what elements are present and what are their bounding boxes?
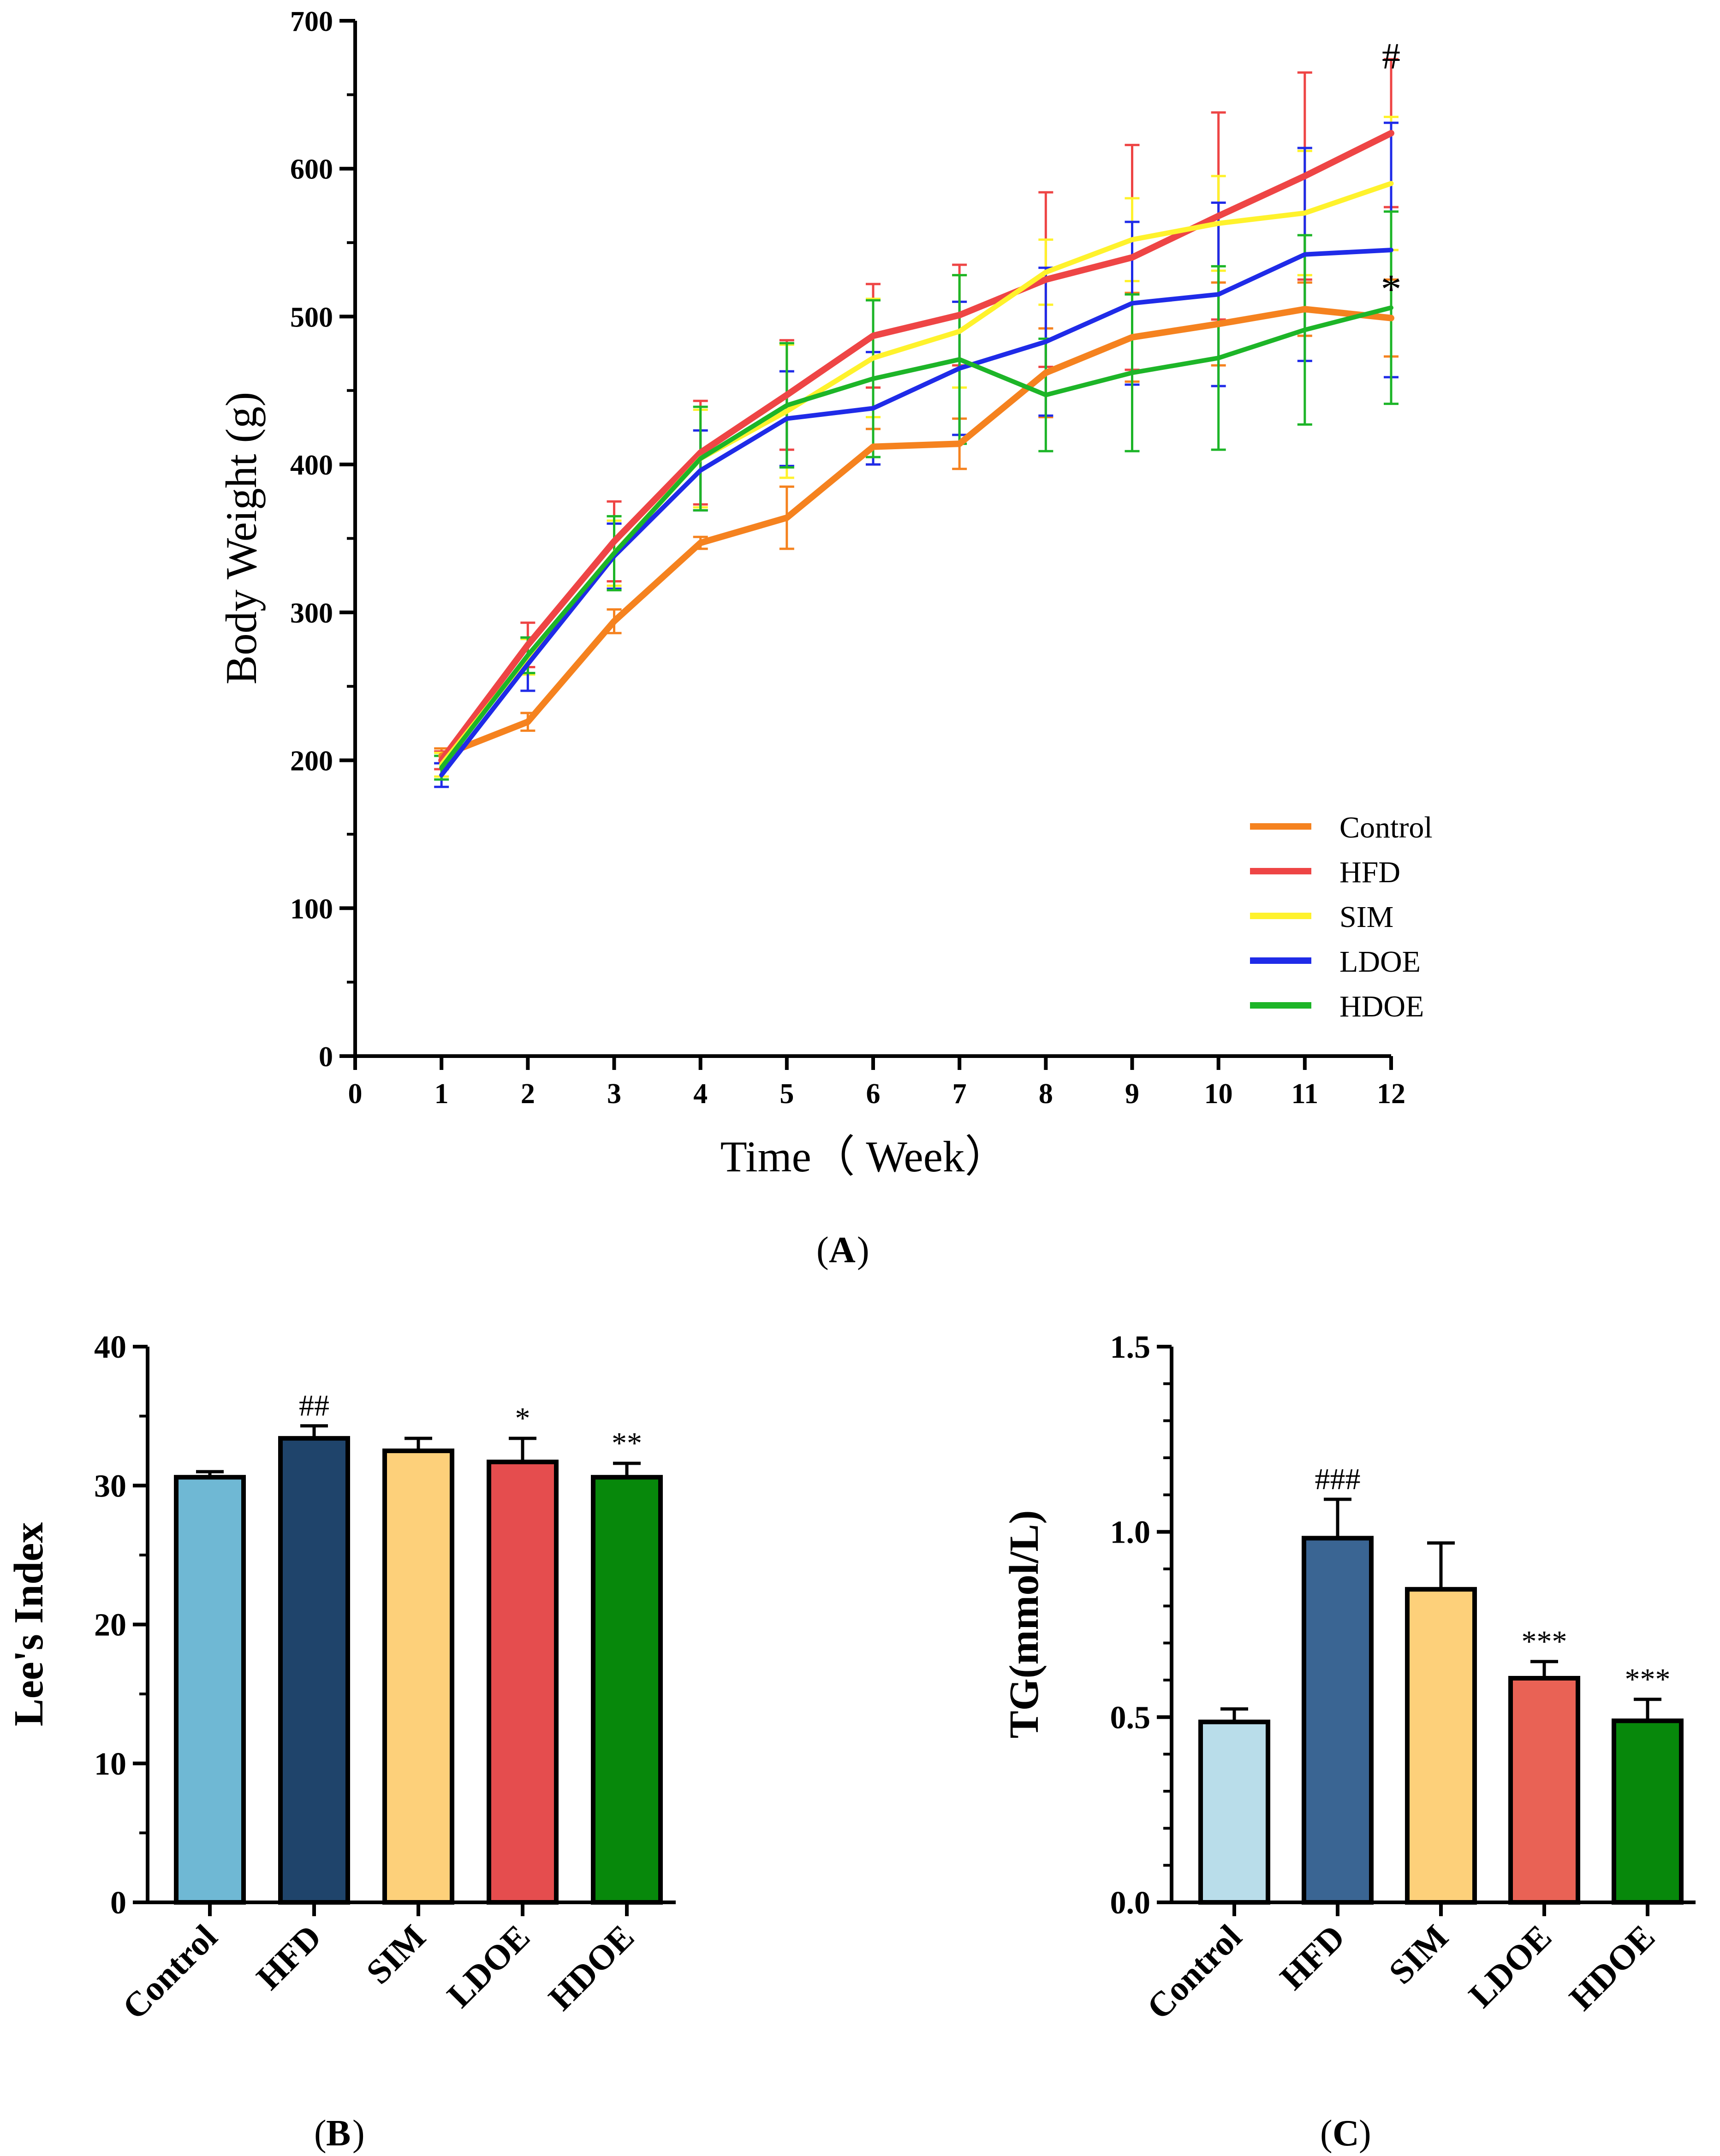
- panel-c-category-label: HFD: [1273, 1918, 1352, 1997]
- panel-a-x-axis-label: Time（ Week）: [720, 1132, 1009, 1181]
- panel-a-series-line-sim: [439, 181, 1394, 767]
- panel-c-y-tick-label: 0.5: [1110, 1700, 1151, 1735]
- panel-c-category-label: HDOE: [1562, 1918, 1662, 2018]
- panel-b-significance-mark: ##: [299, 1389, 329, 1423]
- panel-c-significance-mark: ***: [1625, 1663, 1671, 1696]
- panel-a-legend-label-sim: SIM: [1339, 900, 1393, 934]
- panel-a-caption-letter: A: [829, 1230, 856, 1271]
- panel-a-x-tick-label: 3: [607, 1078, 621, 1110]
- panel-a-significance-mark: #: [1382, 36, 1400, 77]
- panel-a-series-line-hfd: [438, 130, 1394, 764]
- panel-c-y-tick-label: 1.0: [1110, 1515, 1151, 1550]
- panel-c-bar-hfd: [1302, 1536, 1374, 1905]
- panel-a-x-tick-label: 1: [434, 1078, 449, 1110]
- panel-a-y-tick-label: 700: [290, 6, 333, 37]
- svg-text:(: (: [816, 1230, 829, 1271]
- panel-b-y-tick-label: 20: [94, 1608, 126, 1643]
- panel-a-x-tick-label: 5: [780, 1078, 794, 1110]
- panel-c-significance-mark: ***: [1522, 1625, 1567, 1658]
- panel-a-caption: ( A ): [816, 1230, 869, 1271]
- panel-b-category-label: SIM: [359, 1918, 433, 1992]
- panel-a-significance-mark: *: [1381, 267, 1402, 312]
- panel-c-category-label: Control: [1139, 1918, 1249, 2027]
- panel-b-bar-hdoe: [591, 1475, 663, 1905]
- panel-c-bar-control: [1198, 1719, 1270, 1905]
- panel-a-x-tick-label: 8: [1039, 1078, 1053, 1110]
- panel-c-bar-hdoe: [1612, 1718, 1684, 1905]
- svg-text:(: (: [314, 2113, 327, 2154]
- panel-a-series-line-hdoe: [439, 305, 1393, 770]
- panel-b-y-axis-label: Lee's Index: [6, 1522, 52, 1727]
- panel-a-x-tick-label: 12: [1377, 1078, 1405, 1110]
- panel-a-y-tick-label: 300: [290, 598, 333, 629]
- panel-a-legend-label-control: Control: [1339, 811, 1433, 844]
- panel-a-y-tick-label: 600: [290, 154, 333, 185]
- panel-a-y-tick-label: 0: [319, 1041, 333, 1073]
- panel-c-category-label: SIM: [1381, 1918, 1456, 1992]
- panel-c-y-tick-label: 1.5: [1110, 1330, 1151, 1365]
- panel-a-legend-label-hfd: HFD: [1339, 855, 1400, 889]
- panel-a-y-axis-label: Body Weight (g): [217, 392, 266, 684]
- panel-b-y-tick-label: 10: [94, 1746, 126, 1782]
- panel-b-significance-mark: *: [515, 1402, 530, 1435]
- panel-b-bar-hfd: [278, 1436, 350, 1905]
- panel-b-y-tick-label: 30: [94, 1468, 126, 1504]
- panel-a-y-tick-label: 100: [290, 893, 333, 925]
- panel-a-x-tick-label: 10: [1204, 1078, 1233, 1110]
- panel-a-x-tick-label: 2: [521, 1078, 535, 1110]
- panel-a-y-tick-label: 200: [290, 746, 333, 777]
- panel-b-bar-control: [174, 1475, 246, 1905]
- panel-b-bar-sim: [382, 1448, 454, 1905]
- panel-a-x-tick-label: 11: [1291, 1078, 1319, 1110]
- panel-a-legend-label-hdoe: HDOE: [1339, 990, 1424, 1023]
- svg-text:): ): [857, 1230, 869, 1271]
- panel-a-y-tick-label: 400: [290, 450, 333, 481]
- panel-c-bar-ldoe: [1508, 1675, 1580, 1905]
- panel-b-bar-ldoe: [487, 1460, 559, 1905]
- panel-a-series-line-ldoe: [439, 248, 1393, 778]
- panel-c-category-label: LDOE: [1461, 1918, 1559, 2015]
- panel-a-x-tick-label: 4: [693, 1078, 708, 1110]
- panel-a-y-tick-label: 500: [290, 302, 333, 333]
- svg-text:(: (: [1320, 2113, 1333, 2154]
- panel-b-category-label: HFD: [249, 1918, 329, 1997]
- panel-b-category-label: Control: [115, 1918, 225, 2027]
- panel-c-y-tick-label: 0.0: [1110, 1885, 1151, 1921]
- panel-c-caption-letter: C: [1333, 2113, 1359, 2154]
- panel-a-x-tick-label: 7: [952, 1078, 967, 1110]
- panel-a-axes: [353, 21, 1391, 1058]
- panel-a-x-tick-label: 9: [1125, 1078, 1139, 1110]
- panel-b-y-tick-label: 0: [110, 1885, 126, 1921]
- svg-text:): ): [352, 2113, 365, 2154]
- panel-a-legend-label-ldoe: LDOE: [1339, 945, 1421, 979]
- panel-a-x-tick-label: 6: [866, 1078, 881, 1110]
- panel-b-category-label: LDOE: [440, 1918, 537, 2015]
- panel-b-y-tick-label: 40: [94, 1330, 126, 1365]
- panel-a-x-tick-label: 0: [348, 1078, 363, 1110]
- panel-b-caption-letter: B: [326, 2113, 351, 2154]
- panel-c-bar-chart: 0.0 0.5 1.0 1.5 ### *** *** Control HFD SIM LDOE…: [1001, 1330, 1696, 2027]
- panel-c-y-axis-label: TG(mmol/L): [1001, 1510, 1047, 1739]
- panel-c-caption: ( C ): [1320, 2113, 1371, 2154]
- panel-c-bar-sim: [1405, 1587, 1477, 1905]
- svg-text:): ): [1359, 2113, 1371, 2154]
- panel-b-category-label: HDOE: [541, 1918, 642, 2018]
- panel-a-series-line-control: [438, 306, 1394, 759]
- panel-b-significance-mark: **: [612, 1426, 642, 1460]
- panel-b-caption: ( B ): [314, 2113, 365, 2154]
- panel-c-significance-mark: ###: [1315, 1462, 1361, 1496]
